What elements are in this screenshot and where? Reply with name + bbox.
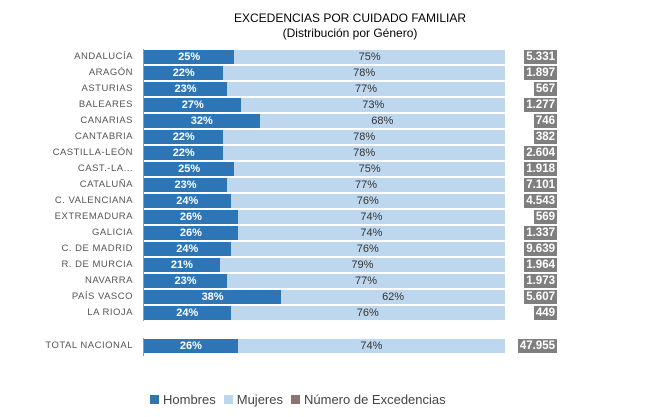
bar-mujeres: 75% [234, 162, 505, 176]
chart-title: EXCEDENCIAS POR CUIDADO FAMILIAR [233, 11, 467, 25]
category-label: C. VALENCIANA [54, 195, 133, 206]
bar-mujeres: 76% [230, 306, 505, 320]
count-label: 1.964 [524, 258, 557, 272]
bar-hombres: 26% [144, 210, 238, 224]
bar-hombres: 32% [144, 114, 260, 128]
category-label: C. DE MADRID [61, 243, 133, 254]
bar-mujeres: 79% [219, 258, 505, 272]
count-label: 7.101 [524, 178, 557, 192]
bar-mujeres: 78% [223, 130, 505, 144]
bar-hombres: 26% [144, 339, 238, 353]
bar-mujeres: 74% [237, 210, 505, 224]
category-label: CANTABRIA [74, 131, 133, 142]
category-label: BALEARES [78, 99, 133, 110]
bar-hombres: 23% [144, 82, 228, 96]
category-label: LA RIOJA [87, 307, 133, 318]
legend-mujeres: Mujeres [223, 392, 283, 407]
bar-mujeres: 78% [223, 66, 505, 80]
bar-mujeres: 76% [230, 242, 505, 256]
bar-mujeres: 77% [227, 274, 505, 288]
bar-hombres: 22% [144, 66, 224, 80]
legend-numero: Número de Excedencias [291, 392, 446, 407]
count-label: 1.277 [524, 98, 557, 112]
count-label: 1.973 [524, 274, 557, 288]
bar-hombres: 23% [144, 274, 228, 288]
category-label: PAÍS VASCO [71, 291, 133, 302]
legend: Hombres Mujeres Número de Excedencias [150, 392, 446, 407]
count-label: 47.955 [517, 339, 557, 353]
category-label: ARAGÓN [88, 67, 133, 78]
count-label: 569 [533, 210, 557, 224]
category-label: CATALUÑA [79, 179, 133, 190]
category-label: CASTILLA-LEÓN [52, 147, 133, 158]
bar-hombres: 21% [144, 258, 220, 272]
bar-mujeres: 78% [223, 146, 505, 160]
bar-mujeres: 77% [227, 178, 505, 192]
count-label: 5.331 [524, 50, 557, 64]
category-label: NAVARRA [84, 275, 133, 286]
bar-hombres: 25% [144, 162, 235, 176]
count-label: 1.918 [524, 162, 557, 176]
bar-hombres: 24% [144, 242, 231, 256]
category-label: EXTREMADURA [54, 211, 133, 222]
category-label: R. DE MURCIA [61, 259, 133, 270]
category-label: CANARIAS [80, 115, 133, 126]
chart-subtitle: (Distribución por Género) [282, 26, 418, 40]
legend-hombres: Hombres [150, 392, 216, 407]
total-axis [143, 338, 144, 356]
bar-hombres: 27% [144, 98, 242, 112]
bar-mujeres: 77% [227, 82, 505, 96]
y-axis [143, 49, 144, 321]
bar-hombres: 38% [144, 290, 282, 304]
bar-hombres: 24% [144, 306, 231, 320]
count-label: 746 [533, 114, 557, 128]
bar-mujeres: 74% [237, 339, 505, 353]
bar-hombres: 25% [144, 50, 235, 64]
count-label: 2.604 [524, 146, 557, 160]
bar-hombres: 23% [144, 178, 228, 192]
bar-mujeres: 76% [230, 194, 505, 208]
category-label: ASTURIAS [81, 83, 133, 94]
count-label: 5.607 [524, 290, 557, 304]
bar-mujeres: 62% [281, 290, 505, 304]
bar-mujeres: 74% [237, 226, 505, 240]
bar-hombres: 22% [144, 130, 224, 144]
category-label: TOTAL NACIONAL [45, 340, 133, 351]
bar-hombres: 22% [144, 146, 224, 160]
category-label: GALICIA [92, 227, 133, 238]
bar-mujeres: 68% [259, 114, 505, 128]
count-label: 1.897 [524, 66, 557, 80]
bar-mujeres: 75% [234, 50, 505, 64]
count-label: 4.543 [524, 194, 557, 208]
bar-hombres: 24% [144, 194, 231, 208]
bar-hombres: 26% [144, 226, 238, 240]
count-label: 567 [533, 82, 557, 96]
count-label: 1.337 [524, 226, 557, 240]
category-label: CAST.-LA... [77, 163, 133, 174]
bar-mujeres: 73% [241, 98, 505, 112]
category-label: ANDALUCÍA [74, 51, 133, 62]
count-label: 449 [533, 306, 557, 320]
count-label: 9.639 [524, 242, 557, 256]
count-label: 382 [533, 130, 557, 144]
